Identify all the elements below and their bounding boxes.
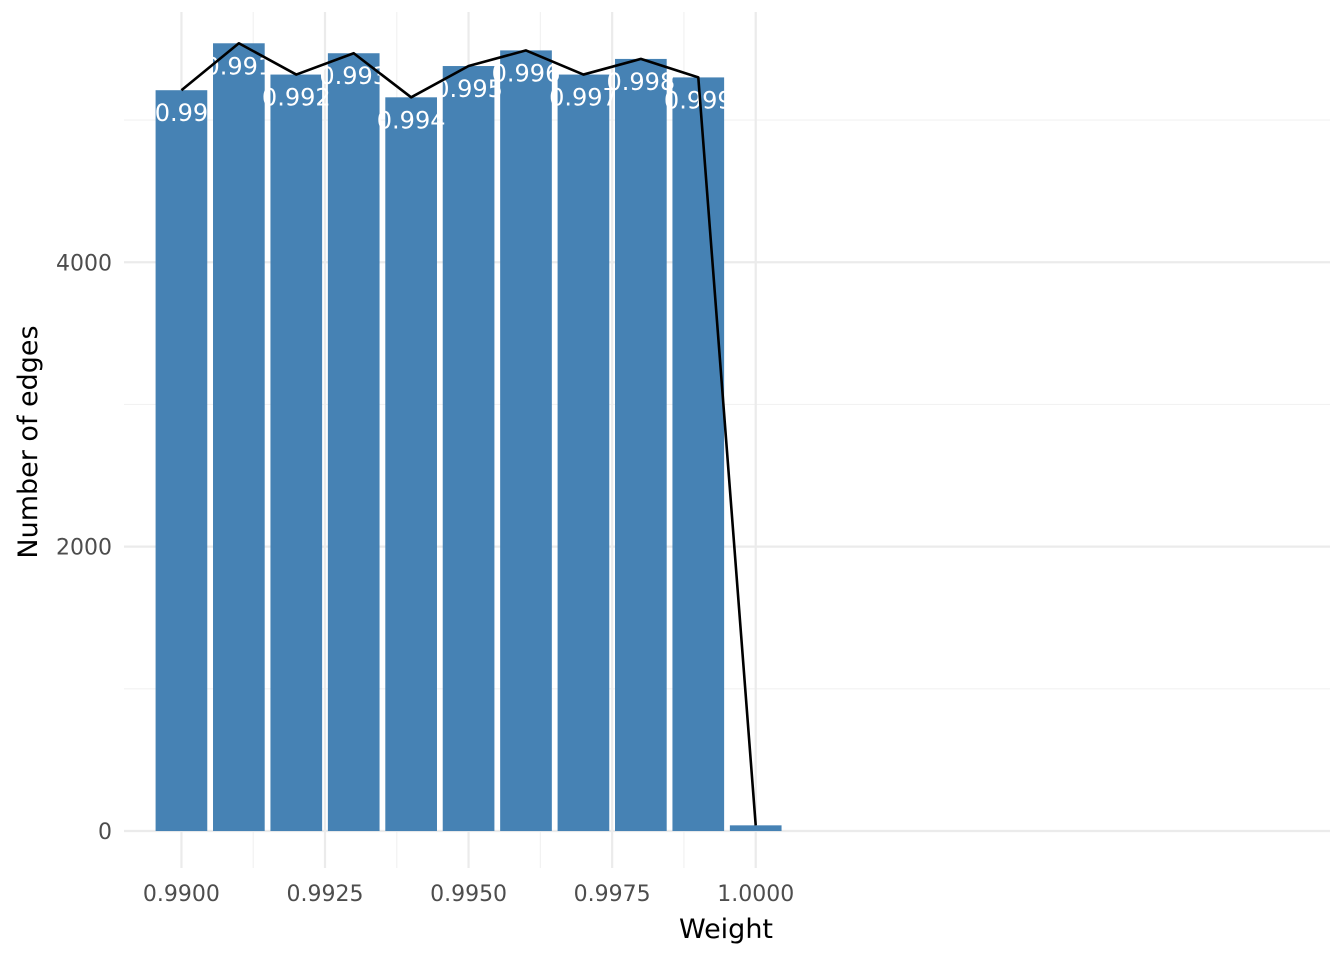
data-label-6: 0.996	[492, 59, 561, 87]
data-labels: 0.990.9910.9920.9930.9940.9950.9960.9970…	[155, 52, 733, 134]
y-axis-ticks: 0 2000 4000	[56, 251, 112, 845]
y-tick-label-1: 2000	[56, 536, 112, 561]
data-label-8: 0.998	[606, 68, 675, 96]
data-label-4: 0.994	[377, 106, 446, 134]
data-label-2: 0.992	[262, 84, 331, 112]
bar-5	[442, 66, 495, 832]
bar-6	[500, 50, 552, 832]
y-tick-label-0: 0	[98, 820, 112, 845]
data-label-0: 0.99	[155, 99, 208, 127]
bar-0	[155, 90, 208, 832]
bar-7	[557, 74, 610, 832]
data-label-7: 0.997	[549, 84, 618, 112]
overlay-line	[180, 41, 758, 826]
data-label-3: 0.993	[319, 62, 388, 90]
x-axis-ticks: 0.9900 0.9925 0.9950 0.9975 1.0000	[143, 882, 794, 907]
x-tick-label-4: 1.0000	[717, 882, 794, 907]
bars	[155, 43, 782, 832]
bar-8	[615, 58, 667, 832]
x-tick-label-3: 0.9975	[574, 882, 651, 907]
bar-1	[213, 43, 265, 832]
x-tick-label-0: 0.9900	[143, 882, 220, 907]
y-axis-title: Number of edges	[13, 325, 44, 558]
x-tick-label-2: 0.9950	[430, 882, 507, 907]
bar-2	[270, 74, 323, 832]
bar-4	[385, 97, 437, 832]
bar-9	[672, 77, 725, 832]
bar-10	[729, 825, 782, 832]
x-axis-title: Weight	[679, 914, 773, 945]
y-tick-label-2: 4000	[56, 251, 112, 276]
x-tick-label-1: 0.9925	[287, 882, 364, 907]
bar-3	[327, 53, 380, 832]
